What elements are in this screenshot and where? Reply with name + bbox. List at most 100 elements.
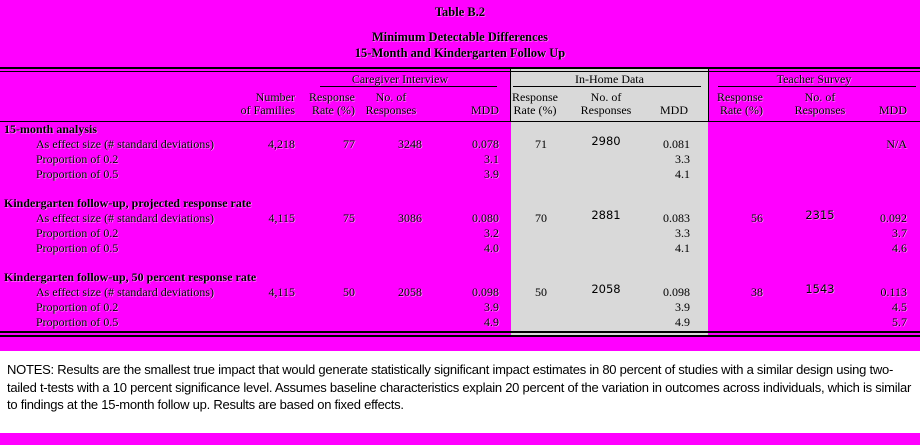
row-label: Proportion of 0.5	[36, 315, 119, 329]
section-row-kindergarten-50-percent: Kindergarten follow-up, 50 percent respo…	[0, 270, 920, 285]
cell-caregiver-mdd: 3.9	[484, 167, 499, 181]
data-row-proportion-05: Proportion of 0.5 4.0 4.1 4.6	[0, 241, 920, 256]
data-row-proportion-02: Proportion of 0.2 3.9 3.9 4.5	[0, 300, 920, 315]
table-body: 15-month analysis As effect size (# stan…	[0, 122, 920, 330]
cell-inhome-mdd: 4.1	[675, 167, 690, 181]
cell-families: 4,218	[268, 137, 295, 151]
data-row-effect-size: As effect size (# standard deviations) 4…	[0, 281, 920, 300]
column-header-inhome-mdd: MDD	[659, 103, 688, 117]
table-number: Table B.2	[434, 5, 486, 19]
table-title-line2: 15-Month and Kindergarten Follow Up	[354, 46, 566, 60]
cell-teacher-responses	[766, 241, 874, 256]
data-row-proportion-02: Proportion of 0.2 3.1 3.3	[0, 152, 920, 167]
inhome-group-underline	[513, 86, 701, 87]
cell-inhome-responses: 2881	[591, 207, 621, 222]
cell-teacher-responses	[766, 315, 874, 330]
row-label: Proportion of 0.2	[36, 226, 119, 240]
cell-inhome-mdd: 0.083	[663, 211, 690, 225]
cell-inhome-rate: 70	[535, 211, 547, 225]
cell-inhome-rate	[511, 315, 559, 330]
cell-teacher-rate	[708, 152, 766, 167]
cell-caregiver-responses: 3086	[398, 211, 422, 225]
table-region: Table B.2 Minimum Detectable Differences…	[0, 0, 920, 351]
section-label: Kindergarten follow-up, 50 percent respo…	[4, 270, 257, 284]
cell-caregiver-mdd: 3.2	[484, 226, 499, 240]
cell-caregiver-rate: 50	[343, 285, 355, 299]
cell-inhome-rate: 50	[535, 285, 547, 299]
cell-inhome-responses	[559, 315, 653, 330]
cell-inhome-rate	[511, 300, 559, 315]
cell-teacher-rate	[708, 315, 766, 330]
spacer-row	[0, 182, 920, 196]
section-row-kindergarten-projected: Kindergarten follow-up, projected respon…	[0, 196, 920, 211]
cell-inhome-responses: 2980	[591, 133, 621, 148]
cell-caregiver-rate	[300, 315, 358, 330]
cell-families	[230, 300, 300, 315]
table-header: Caregiver Interview In-Home Data Teacher…	[0, 72, 920, 121]
gap-cell	[500, 226, 511, 241]
cell-families	[230, 167, 300, 182]
cell-caregiver-rate	[300, 300, 358, 315]
row-label: Proportion of 0.5	[36, 167, 119, 181]
cell-inhome-rate	[511, 241, 559, 256]
table-title-block: Table B.2 Minimum Detectable Differences…	[0, 0, 920, 61]
cell-inhome-rate: 71	[535, 137, 547, 151]
notes-line-2: tailed t-tests with a 10 percent signifi…	[7, 379, 912, 395]
cell-teacher-mdd: 4.6	[892, 241, 907, 255]
cell-caregiver-mdd: 0.080	[472, 211, 499, 225]
cell-teacher-mdd: N/A	[886, 137, 907, 151]
inhome-header-border	[510, 69, 709, 122]
notes-line-1: NOTES: Results are the smallest true imp…	[7, 362, 894, 377]
cell-teacher-rate	[708, 226, 766, 241]
teacher-group-underline	[718, 86, 916, 87]
cell-caregiver-responses: 3248	[398, 137, 422, 151]
cell-inhome-responses	[559, 152, 653, 167]
cell-teacher-responses: 1543	[805, 281, 835, 296]
notes-line-3: to findings at the 15-month follow up. R…	[7, 397, 404, 412]
cell-caregiver-rate	[300, 167, 358, 182]
cell-teacher-mdd: 0.092	[880, 211, 907, 225]
cell-caregiver-mdd: 3.9	[484, 300, 499, 314]
bottom-rule-2	[0, 335, 920, 337]
gap-cell	[500, 300, 511, 315]
cell-teacher-mdd: 0.113	[880, 285, 907, 299]
column-header-teacher-response-rate: Response Rate (%)	[717, 90, 763, 117]
cell-teacher-responses	[766, 167, 874, 182]
cell-caregiver-mdd: 4.9	[484, 315, 499, 329]
section-row-15-month: 15-month analysis	[0, 122, 920, 137]
column-header-inhome-response-rate: Response Rate (%)	[512, 90, 558, 117]
cell-families	[230, 315, 300, 330]
cell-inhome-responses	[559, 226, 653, 241]
gap-cell	[500, 211, 511, 226]
cell-inhome-mdd: 3.3	[675, 152, 690, 166]
cell-teacher-rate	[708, 300, 766, 315]
cell-teacher-rate	[708, 167, 766, 182]
column-header-inhome-no-of-responses: No. of Responses	[580, 90, 632, 117]
cell-inhome-mdd: 3.3	[675, 226, 690, 240]
column-header-teacher-no-of-responses: No. of Responses	[794, 90, 846, 117]
cell-inhome-mdd: 0.098	[663, 285, 690, 299]
cell-caregiver-rate	[300, 152, 358, 167]
spacer-row	[0, 256, 920, 270]
column-header-teacher-mdd: MDD	[878, 103, 907, 117]
section-label: 15-month analysis	[4, 122, 98, 136]
data-row-proportion-02: Proportion of 0.2 3.2 3.3 3.7	[0, 226, 920, 241]
column-header-caregiver-no-of-responses: No. of Responses	[365, 90, 417, 117]
cell-caregiver-rate	[300, 241, 358, 256]
cell-teacher-responses	[766, 226, 874, 241]
inhome-column-highlight	[511, 69, 708, 335]
data-row-effect-size: As effect size (# standard deviations) 4…	[0, 207, 920, 226]
row-label: Proportion of 0.2	[36, 152, 119, 166]
bottom-magenta-strip	[0, 433, 920, 445]
section-label: Kindergarten follow-up, projected respon…	[4, 196, 252, 210]
cell-inhome-responses	[559, 241, 653, 256]
notes-block: NOTES: Results are the smallest true imp…	[0, 351, 920, 433]
cell-caregiver-rate	[300, 226, 358, 241]
gap-cell	[500, 285, 511, 300]
cell-inhome-responses: 2058	[591, 281, 621, 296]
cell-teacher-rate: 56	[751, 211, 763, 225]
cell-inhome-rate	[511, 167, 559, 182]
cell-inhome-mdd: 4.1	[675, 241, 690, 255]
cell-inhome-rate	[511, 152, 559, 167]
